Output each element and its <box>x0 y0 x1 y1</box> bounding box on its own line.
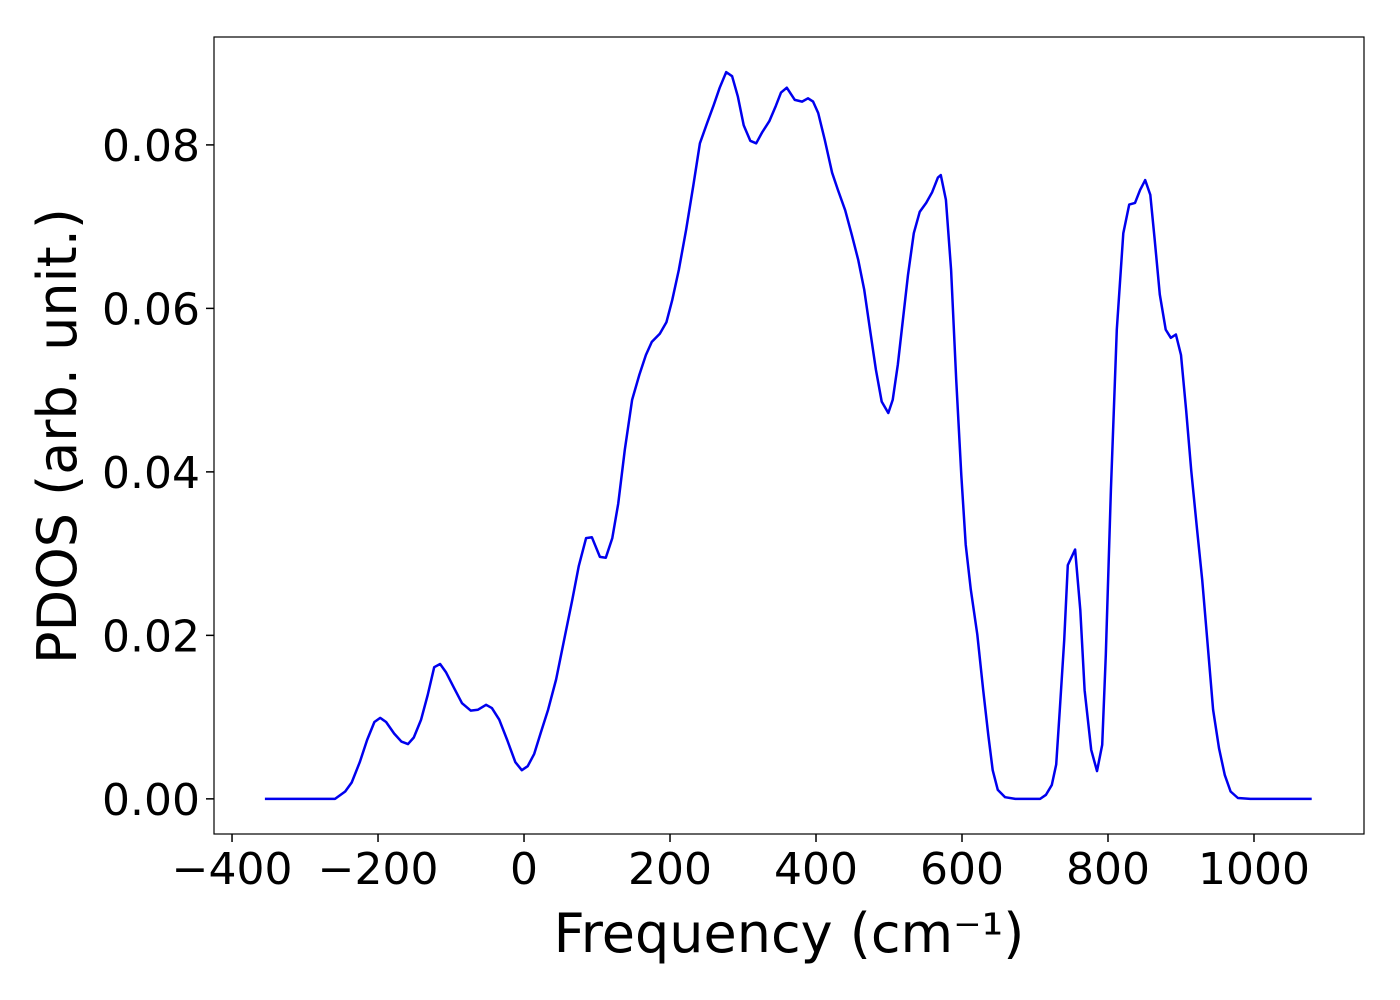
x-tick-label: 800 <box>1066 844 1150 895</box>
x-tick-label: 200 <box>628 844 712 895</box>
data-line <box>264 70 1312 801</box>
x-axis-label: Frequency (cm⁻¹) <box>554 902 1025 965</box>
x-tick-label: −200 <box>318 844 439 895</box>
y-tick-label: 0.02 <box>102 611 200 662</box>
plot-frame <box>213 36 1365 835</box>
y-tick-label: 0.00 <box>102 775 200 826</box>
x-tick-label: 1000 <box>1198 844 1310 895</box>
x-tick-label: 400 <box>774 844 858 895</box>
y-tick-label: 0.04 <box>102 448 200 499</box>
y-tick-label: 0.08 <box>102 121 200 172</box>
x-tick-label: 600 <box>920 844 1004 895</box>
y-axis-label: PDOS (arb. unit.) <box>26 208 89 664</box>
y-tick-label: 0.06 <box>102 284 200 335</box>
x-tick-label: −400 <box>172 844 293 895</box>
x-tick-label: 0 <box>510 844 538 895</box>
